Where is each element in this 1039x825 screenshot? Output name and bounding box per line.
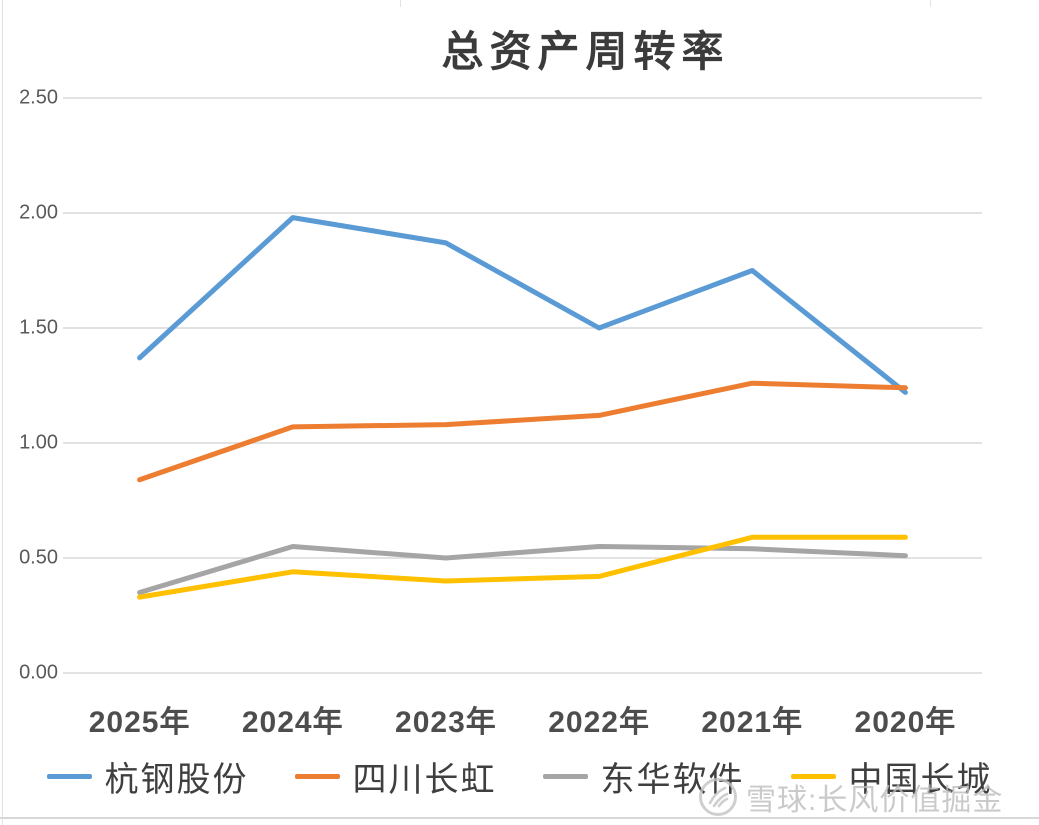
legend-label: 四川长虹 <box>352 759 497 800</box>
chart-title: 总资产周转率 <box>441 27 730 76</box>
series-line-中国长城 <box>137 534 908 600</box>
legend-swatch <box>294 773 340 779</box>
legend-label: 杭钢股份 <box>104 759 249 800</box>
legend-item-东华软件: 东华软件 <box>542 752 745 801</box>
legend: 杭钢股份 四川长虹 东华软件 中国长城 <box>0 750 1039 802</box>
x-tick-label: 2020年 <box>854 706 957 739</box>
y-tick-label: 2.00 <box>19 201 58 224</box>
legend-swatch <box>46 773 92 779</box>
y-tick-label: 0.00 <box>19 661 58 684</box>
legend-label: 东华软件 <box>600 759 745 800</box>
x-tick-label: 2022年 <box>548 706 650 739</box>
y-tick-label: 0.50 <box>19 546 58 569</box>
bottom-edge-line <box>0 817 1039 819</box>
x-tick-label: 2021年 <box>701 706 804 739</box>
x-tick-label: 2024年 <box>241 706 344 739</box>
top-edge-tick <box>400 0 401 7</box>
x-tick-label: 2025年 <box>88 706 191 739</box>
x-tick-label: 2023年 <box>395 706 497 739</box>
y-tick-label: 1.00 <box>19 431 58 454</box>
legend-item-四川长虹: 四川长虹 <box>294 752 497 801</box>
legend-label: 中国长城 <box>848 759 993 800</box>
y-tick-label: 2.50 <box>19 86 58 109</box>
series-line-四川长虹 <box>137 380 908 483</box>
legend-item-中国长城: 中国长城 <box>790 752 993 801</box>
y-tick-label: 1.50 <box>19 316 58 339</box>
legend-swatch <box>790 773 836 779</box>
series-line-杭钢股份 <box>137 215 908 395</box>
legend-item-杭钢股份: 杭钢股份 <box>46 752 249 801</box>
series-line-东华软件 <box>137 544 908 595</box>
legend-swatch <box>542 773 588 779</box>
top-edge-tick <box>930 0 931 7</box>
left-edge-line <box>2 0 3 825</box>
